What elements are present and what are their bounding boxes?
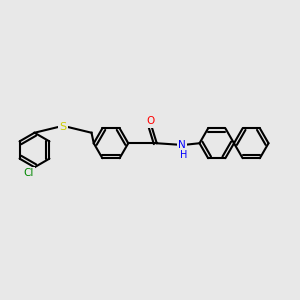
Text: O: O — [147, 116, 155, 127]
Text: Cl: Cl — [23, 168, 34, 178]
Text: S: S — [59, 122, 67, 132]
Text: N: N — [178, 140, 186, 150]
Text: H: H — [180, 150, 188, 160]
